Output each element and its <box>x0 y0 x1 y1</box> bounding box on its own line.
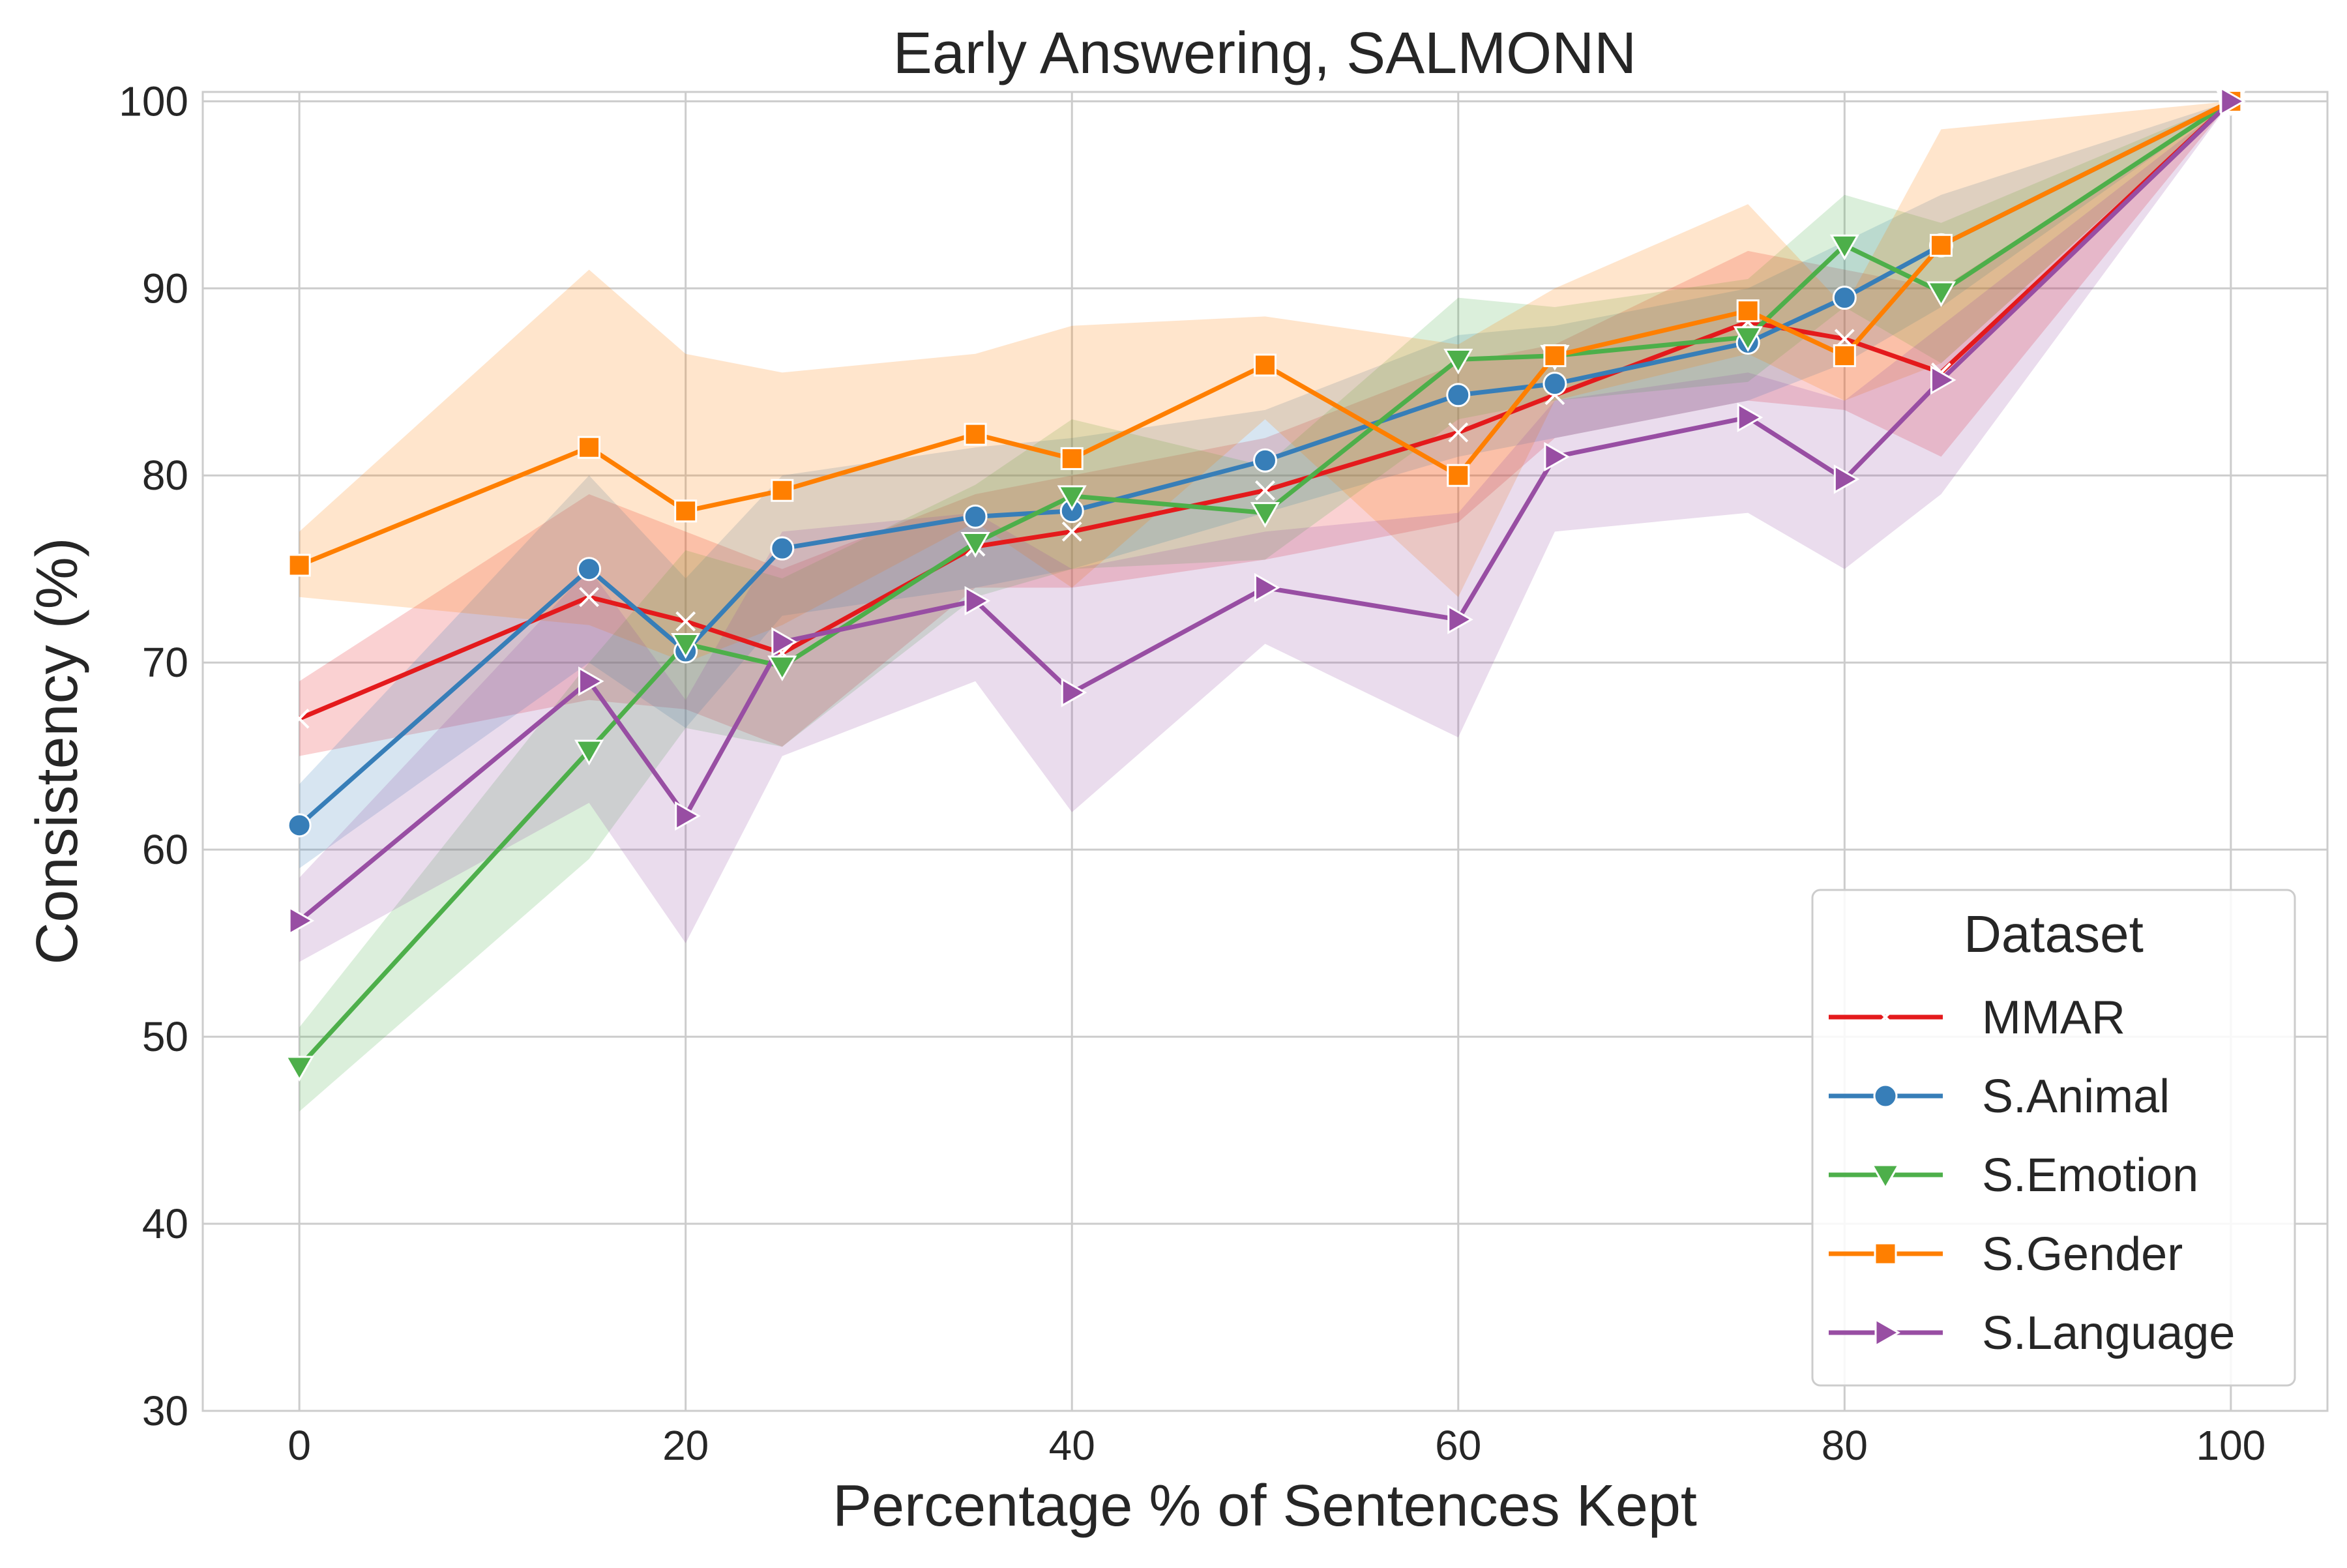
legend-item-s-language: S.Language <box>1829 1307 2235 1359</box>
point-mmar-0 <box>289 708 310 729</box>
point-s-animal-60 <box>1446 383 1471 407</box>
y-tick-label-30: 30 <box>142 1387 188 1434</box>
legend-marker-mmar <box>1875 1007 1896 1028</box>
legend-item-s-animal: S.Animal <box>1829 1071 2170 1123</box>
legend-item-s-emotion: S.Emotion <box>1829 1149 2198 1202</box>
point-s-animal-35 <box>963 504 988 529</box>
y-tick-label-50: 50 <box>142 1013 188 1060</box>
point-s-language-60 <box>1447 604 1473 634</box>
point-s-animal-15 <box>577 557 602 582</box>
chart-title: Early Answering, SALMONN <box>893 21 1636 86</box>
legend-label-mmar: MMAR <box>1982 992 2125 1044</box>
point-s-emotion-15 <box>574 739 604 766</box>
point-s-gender-65 <box>1543 344 1567 368</box>
point-mmar-50 <box>1255 480 1275 501</box>
point-s-gender-60 <box>1447 464 1470 487</box>
y-tick-label-60: 60 <box>142 826 188 873</box>
y-tick-label-100: 100 <box>119 78 188 125</box>
point-s-gender-35 <box>964 422 987 446</box>
point-s-emotion-0 <box>284 1056 314 1082</box>
x-tick-label-0: 0 <box>288 1422 311 1469</box>
point-s-language-80 <box>1833 464 1860 494</box>
point-s-language-75 <box>1737 402 1764 432</box>
point-mmar-15 <box>579 587 599 608</box>
point-s-emotion-35 <box>960 532 990 558</box>
point-s-emotion-50 <box>1250 502 1280 528</box>
y-tick-label-90: 90 <box>142 265 188 312</box>
point-s-emotion-60 <box>1443 348 1473 375</box>
x-tick-label-20: 20 <box>662 1422 709 1469</box>
point-s-language-35 <box>964 585 991 616</box>
point-s-gender-85 <box>1929 233 1953 257</box>
point-s-emotion-80 <box>1829 234 1859 261</box>
x-tick-label-60: 60 <box>1435 1422 1481 1469</box>
legend-marker-s-gender <box>1874 1242 1897 1265</box>
point-s-gender-50 <box>1254 353 1277 377</box>
legend-label-s-emotion: S.Emotion <box>1982 1149 2198 1202</box>
point-s-gender-40 <box>1060 447 1084 470</box>
point-s-gender-25 <box>771 479 794 502</box>
point-s-language-65 <box>1544 441 1570 472</box>
point-s-language-50 <box>1254 572 1280 603</box>
band-mmar <box>299 101 2231 756</box>
band-s-animal <box>299 101 2231 868</box>
y-tick-label-70: 70 <box>142 639 188 686</box>
legend-marker-s-language <box>1874 1318 1901 1348</box>
point-s-language-25 <box>771 627 797 657</box>
point-s-language-100 <box>2220 86 2246 116</box>
point-s-emotion-20 <box>671 633 701 659</box>
legend-title: Dataset <box>1964 905 2144 963</box>
point-s-gender-15 <box>578 436 601 459</box>
point-s-animal-50 <box>1253 448 1277 473</box>
legend-box <box>1811 889 2296 1387</box>
point-s-emotion-25 <box>767 655 797 681</box>
x-tick-label-40: 40 <box>1049 1422 1095 1469</box>
point-s-language-20 <box>675 801 701 831</box>
x-axis-title: Percentage % of Sentences Kept <box>833 1473 1697 1539</box>
legend-label-s-animal: S.Animal <box>1982 1071 2170 1123</box>
point-s-emotion-85 <box>1926 281 1956 308</box>
legend-marker-s-animal <box>1873 1084 1898 1108</box>
x-tick-labels: 0 20 40 60 80 100 <box>288 1422 2266 1469</box>
point-s-language-85 <box>1930 365 1956 395</box>
y-tick-labels: 30 40 50 60 70 80 90 100 <box>119 78 188 1434</box>
point-s-language-15 <box>578 666 604 696</box>
point-s-gender-0 <box>288 554 311 577</box>
point-s-emotion-75 <box>1733 326 1763 352</box>
point-s-animal-80 <box>1832 286 1857 310</box>
x-tick-label-80: 80 <box>1822 1422 1868 1469</box>
y-axis-title: Consistency (%) <box>25 537 90 964</box>
point-mmar-40 <box>1061 521 1082 542</box>
point-mmar-60 <box>1448 422 1469 443</box>
legend-item-mmar: MMAR <box>1829 992 2125 1044</box>
band-s-language <box>299 101 2231 962</box>
point-s-gender-20 <box>674 499 698 523</box>
series-markers <box>284 86 2246 1082</box>
legend-label-s-gender: S.Gender <box>1982 1228 2183 1280</box>
y-tick-label-40: 40 <box>142 1200 188 1247</box>
legend-marker-s-emotion <box>1870 1164 1900 1191</box>
legend: Dataset MMAR S.Animal S.Emotion S.Gender S.L… <box>1811 889 2296 1387</box>
point-s-gender-80 <box>1833 344 1856 368</box>
point-s-language-40 <box>1061 677 1087 707</box>
point-mmar-20 <box>675 611 696 632</box>
point-s-animal-0 <box>287 813 312 838</box>
point-s-gender-75 <box>1736 299 1760 323</box>
point-s-animal-25 <box>770 536 795 561</box>
band-s-gender <box>299 101 2231 663</box>
legend-items: MMAR S.Animal S.Emotion S.Gender S.Language <box>1829 992 2235 1359</box>
legend-item-s-gender: S.Gender <box>1829 1228 2183 1280</box>
legend-label-s-language: S.Language <box>1982 1307 2235 1359</box>
point-s-emotion-40 <box>1057 485 1087 511</box>
point-s-animal-65 <box>1543 372 1567 396</box>
x-tick-label-100: 100 <box>2196 1422 2266 1469</box>
point-s-language-0 <box>288 906 315 936</box>
y-tick-label-80: 80 <box>142 452 188 499</box>
